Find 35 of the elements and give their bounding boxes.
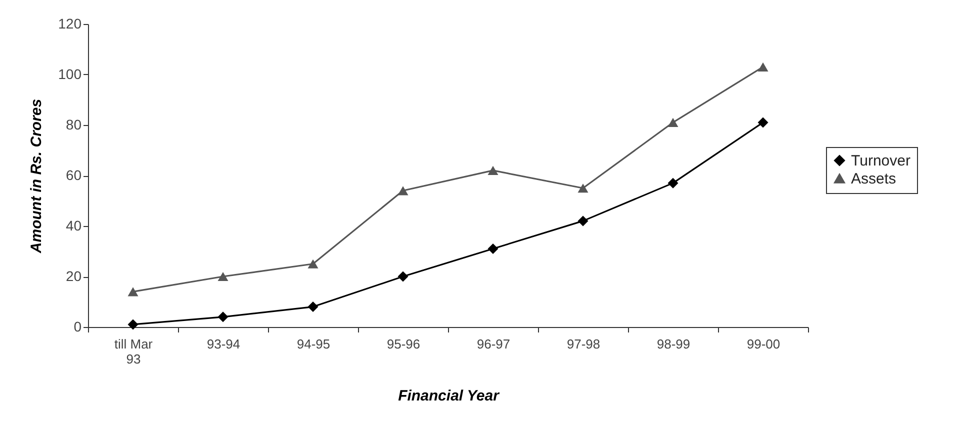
point — [488, 243, 498, 254]
point — [308, 259, 318, 268]
point — [308, 302, 318, 312]
y-axis-title: Amount in Rs. Crores — [28, 98, 46, 254]
point — [128, 319, 138, 330]
x-tick-label: 97-98 — [566, 336, 600, 352]
point — [128, 287, 138, 296]
x-tick-label: till Mar 93 — [114, 336, 154, 366]
point — [758, 117, 768, 128]
point — [488, 166, 498, 175]
x-tick-label: 96-97 — [476, 336, 510, 352]
x-tick-label: 93-94 — [206, 336, 240, 352]
y-tick-label: 100 — [58, 66, 82, 82]
point — [398, 186, 408, 196]
point — [668, 178, 678, 188]
point — [218, 312, 228, 322]
y-tick-label: 20 — [66, 268, 82, 284]
legend-label: Turnover — [851, 152, 910, 170]
y-tick-label: 80 — [66, 116, 82, 132]
x-tick-label: 95-96 — [386, 336, 420, 352]
y-tick-label: 60 — [66, 167, 82, 183]
y-tick-label: 40 — [66, 218, 82, 234]
x-tick-label: 94-95 — [296, 336, 330, 352]
point — [578, 184, 588, 193]
point — [758, 62, 768, 72]
x-tick-label: 98-99 — [656, 336, 690, 352]
point — [668, 118, 678, 128]
x-axis-title: Financial Year — [398, 388, 500, 404]
y-tick-label: 120 — [58, 16, 82, 32]
x-tick-label: 99-00 — [746, 336, 780, 352]
y-tick-label: 0 — [74, 318, 82, 334]
point — [398, 271, 408, 282]
legend-label: Assets — [851, 170, 896, 188]
point — [578, 216, 588, 226]
point — [218, 272, 228, 282]
